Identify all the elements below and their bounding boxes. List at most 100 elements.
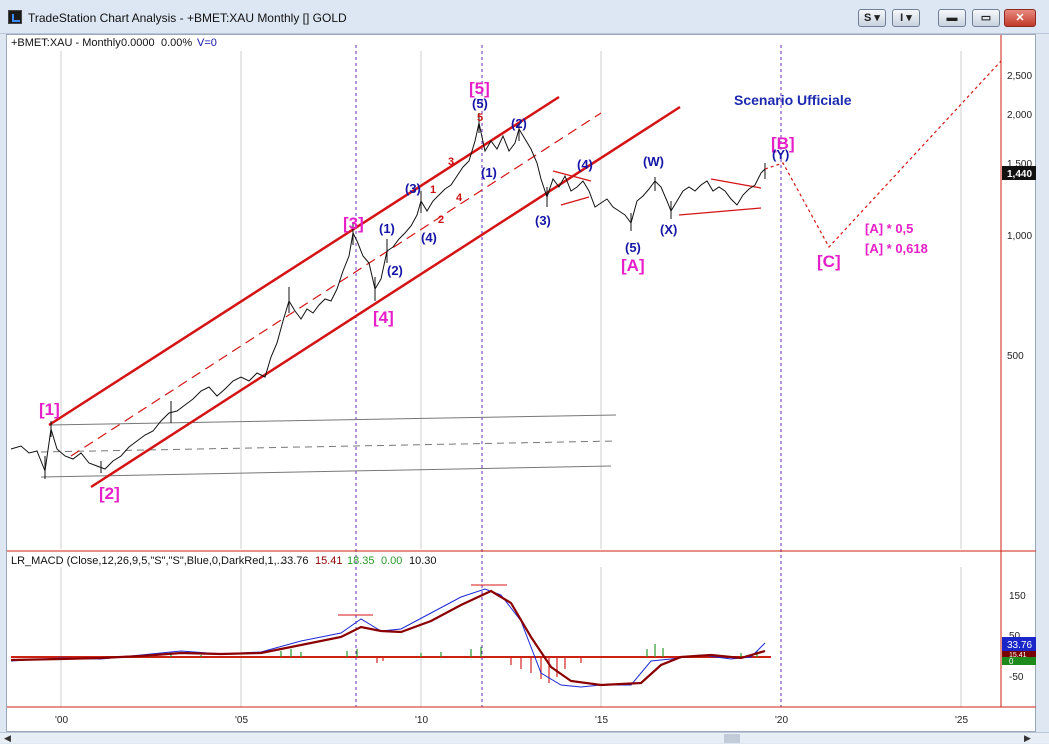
scenario-title: Scenario Ufficiale <box>734 92 852 108</box>
wave-label-5-minor: 5 <box>477 112 483 124</box>
wave-label-5-primary: [5] <box>469 79 490 98</box>
wave-label-4-int-a: (4) <box>421 230 437 245</box>
triangle-pattern <box>552 170 762 216</box>
price-tick-1000: 1,000 <box>1007 231 1032 242</box>
wave-label-5-int-a: (5) <box>472 96 488 111</box>
macd-header: LR_MACD (Close,12,26,9,5,"S","S",Blue,0,… <box>11 555 437 567</box>
target-half-label: [A] * 0,5 <box>865 221 913 236</box>
time-tick-10: '10 <box>415 715 428 726</box>
price-tick-2000: 2,000 <box>1007 110 1032 121</box>
macd-value-1: 33.76 <box>281 555 309 567</box>
maximize-button[interactable]: ▭ <box>972 9 1000 27</box>
wave-label-4-primary: [4] <box>373 308 394 327</box>
chart-window[interactable]: +BMET:XAU - Monthly 0.0000 0.00% V=0 2,5… <box>6 34 1037 733</box>
s-button-label: S <box>864 12 872 24</box>
intermediate-wave-labels: (1) (2) (3) (4) (5) (1) (2) (3) (4) (5) … <box>379 96 789 278</box>
wave-label-a-primary: [A] <box>621 256 645 275</box>
last-price-badge <box>1002 166 1037 180</box>
wave-label-3-int-b: (3) <box>535 213 551 228</box>
wave-label-1-primary: [1] <box>39 400 60 419</box>
time-tick-15: '15 <box>595 715 608 726</box>
wave-label-2-int-a: (2) <box>387 263 403 278</box>
wave-label-5-int-b: (5) <box>625 240 641 255</box>
s-dropdown-button[interactable]: S ▾ <box>858 9 886 27</box>
time-tick-05: '05 <box>235 715 248 726</box>
scroll-right-icon[interactable]: ▶ <box>1024 733 1031 743</box>
price-bar-ranges <box>44 113 766 479</box>
macd-tick-neg50: -50 <box>1009 672 1024 683</box>
wave-label-1-minor: 1 <box>430 184 436 196</box>
wave-label-2-primary: [2] <box>99 484 120 503</box>
wave-label-c-primary: [C] <box>817 252 841 271</box>
wave-label-3-minor: 3 <box>448 156 454 168</box>
channel-midline <box>70 112 602 457</box>
cycle-lines <box>355 45 782 707</box>
time-tick-20: '20 <box>775 715 788 726</box>
maximize-icon: ▭ <box>980 12 992 24</box>
time-tick-25: '25 <box>955 715 968 726</box>
close-icon: ✕ <box>1015 12 1025 24</box>
macd-value-3: 18.35 <box>347 555 375 567</box>
projection-path <box>764 60 1002 249</box>
change-value: 0.00% <box>161 37 192 49</box>
wave-label-2-int-b: (2) <box>511 116 527 131</box>
i-button-label: I <box>900 12 904 24</box>
scroll-left-icon[interactable]: ◀ <box>4 733 11 743</box>
macd-tick-150: 150 <box>1009 591 1026 602</box>
macd-badge-green <box>1002 657 1037 665</box>
price-value: 0.0000 <box>121 37 155 49</box>
wave-label-x: (X) <box>660 222 677 237</box>
macd-value-5: 10.30 <box>409 555 437 567</box>
macd-badge-blue-value: 33.76 <box>1007 640 1032 651</box>
macd-value-2: 15.41 <box>315 555 343 567</box>
minimize-icon: ▬ <box>946 12 958 24</box>
macd-signal-line <box>10 589 766 687</box>
price-chart-svg[interactable]: +BMET:XAU - Monthly 0.0000 0.00% V=0 2,5… <box>7 35 1037 733</box>
horizontal-scrollbar[interactable]: ◀ ▶ <box>0 732 1049 743</box>
price-tick-500: 500 <box>1007 351 1024 362</box>
i-dropdown-button[interactable]: I ▾ <box>892 9 920 27</box>
macd-axis: 150 50 -50 33.76 15.41 0 <box>1002 591 1037 683</box>
right-edge <box>1036 34 1049 743</box>
wave-label-3-primary: [3] <box>343 214 364 233</box>
time-tick-00: '00 <box>55 715 68 726</box>
macd-title: LR_MACD (Close,12,26,9,5,"S","S",Blue,0,… <box>11 555 286 567</box>
scroll-thumb[interactable] <box>724 734 740 743</box>
window-title: TradeStation Chart Analysis - +BMET:XAU … <box>28 11 347 25</box>
macd-badge-red-value: 15.41 <box>1009 652 1027 659</box>
wave-label-w: (W) <box>643 154 664 169</box>
macd-value-4: 0.00 <box>381 555 402 567</box>
time-axis: '00 '05 '10 '15 '20 '25 <box>55 715 968 726</box>
price-tick-2500: 2,500 <box>1007 71 1032 82</box>
grid <box>60 51 962 707</box>
grey-channel <box>40 414 617 478</box>
price-axis: 2,500 2,000 1,500 1,000 500 1,440 <box>1002 71 1037 362</box>
last-price-value: 1,440 <box>1007 169 1032 180</box>
target-golden-label: [A] * 0,618 <box>865 241 928 256</box>
macd-peak-markers <box>338 584 507 616</box>
wave-label-4-minor: 4 <box>456 192 463 204</box>
macd-histogram-positive <box>150 644 758 657</box>
red-channel <box>48 95 681 489</box>
title-bar: TradeStation Chart Analysis - +BMET:XAU … <box>0 0 1049 34</box>
wave-label-b-primary: [B] <box>771 134 795 153</box>
macd-badge-red <box>1002 651 1037 657</box>
close-button[interactable]: ✕ <box>1004 9 1036 27</box>
macd-tick-50: 50 <box>1009 631 1021 642</box>
wave-label-4-int-b: (4) <box>577 157 593 172</box>
minimize-button[interactable]: ▬ <box>938 9 966 27</box>
wave-label-1-int-a: (1) <box>379 221 395 236</box>
price-tick-1500: 1,500 <box>1007 159 1032 170</box>
wave-label-y: (Y) <box>772 147 789 162</box>
macd-badge-blue <box>1002 637 1037 651</box>
wave-label-2-minor: 2 <box>438 214 444 226</box>
macd-histogram-negative <box>376 657 582 683</box>
macd-badge-green-value: 0 <box>1009 657 1014 666</box>
wave-label-3-int-a: (3) <box>405 181 421 196</box>
minor-wave-labels: 1 2 3 4 5 <box>430 112 483 226</box>
primary-wave-labels: [1] [2] [3] [4] [5] [A] [B] [C] <box>39 79 841 503</box>
volume-value: V=0 <box>197 37 217 49</box>
tradestation-app-icon <box>8 10 22 24</box>
wave-label-1-int-b: (1) <box>481 165 497 180</box>
symbol-label: +BMET:XAU - Monthly <box>11 37 121 49</box>
